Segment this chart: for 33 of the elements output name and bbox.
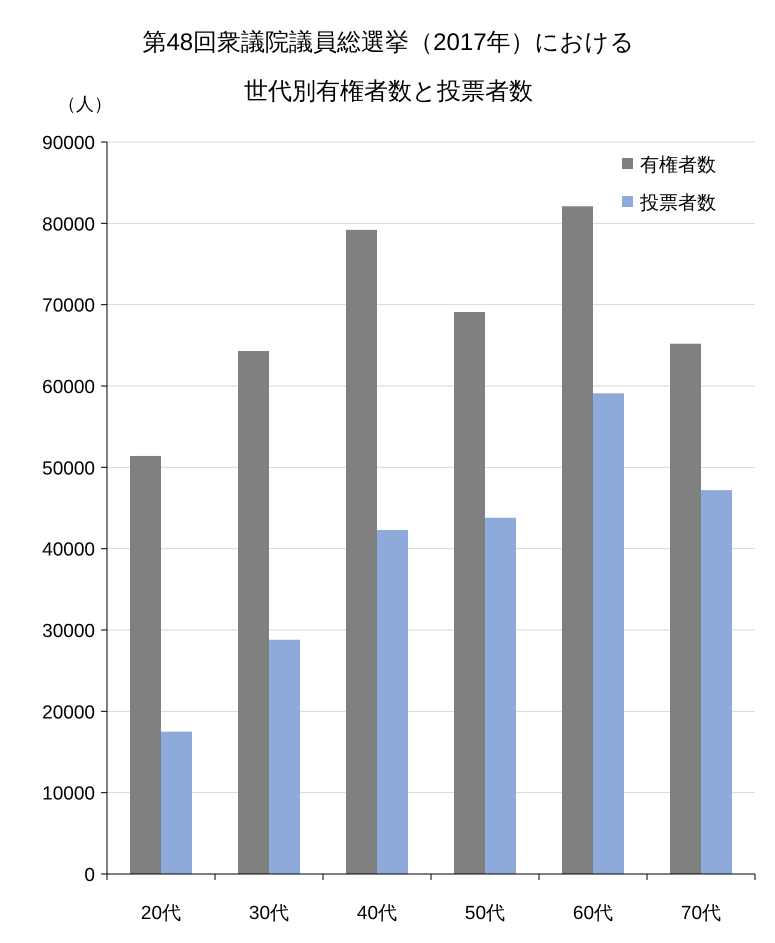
y-tick-label: 20000 — [42, 702, 95, 724]
x-tick-label: 40代 — [356, 903, 398, 924]
y-tick-label: 90000 — [42, 133, 95, 154]
x-tick-label: 30代 — [248, 903, 290, 924]
bar — [593, 393, 624, 874]
x-tick-label: 60代 — [572, 903, 614, 924]
y-tick-label: 50000 — [42, 458, 95, 480]
y-tick-label: 0 — [84, 865, 95, 886]
bar — [269, 640, 300, 874]
y-tick-label: 60000 — [42, 377, 95, 398]
x-tick-label: 50代 — [464, 903, 506, 924]
bar — [670, 344, 701, 874]
chart-title: 第48回衆議院議員総選挙（2017年）における — [142, 29, 635, 56]
bar — [377, 530, 408, 874]
bar — [161, 732, 192, 874]
y-tick-label: 40000 — [42, 540, 95, 561]
bar — [454, 312, 485, 874]
y-tick-label: 10000 — [42, 784, 95, 805]
x-tick-label: 70代 — [680, 903, 722, 924]
y-tick-label: 70000 — [42, 296, 95, 317]
legend-label: 有権者数 — [640, 155, 716, 176]
x-tick-label: 20代 — [140, 903, 182, 924]
legend-label: 投票者数 — [639, 193, 716, 214]
bar — [485, 518, 516, 874]
bar — [130, 456, 161, 874]
y-axis-title: （人） — [58, 94, 112, 114]
bar — [701, 490, 732, 874]
y-tick-label: 80000 — [42, 214, 95, 236]
bar — [562, 206, 593, 874]
y-tick-label: 30000 — [42, 621, 95, 642]
chart-subtitle: 世代別有権者数と投票者数 — [244, 78, 533, 105]
bar — [346, 230, 377, 874]
bar — [238, 351, 269, 874]
